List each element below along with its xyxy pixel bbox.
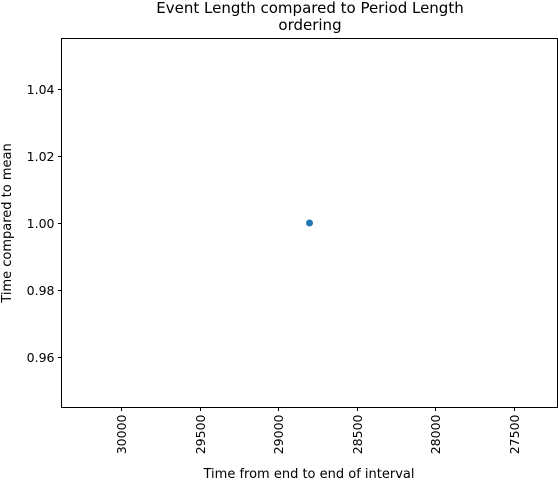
x-tick-label: 28000 (428, 414, 443, 454)
x-tick-label: 29500 (193, 414, 208, 454)
x-axis-label: Time from end to end of interval (203, 467, 415, 482)
x-tick-label: 29000 (271, 414, 286, 454)
y-tick-label: 1.02 (27, 149, 55, 164)
y-tick-label: 0.98 (27, 283, 55, 298)
y-axis: 0.96 0.98 1.00 1.02 1.04 (27, 82, 62, 365)
y-tick-label: 1.00 (27, 216, 55, 231)
x-tick-label: 30000 (114, 414, 129, 454)
chart-title: Event Length compared to Period Length o… (156, 0, 463, 34)
y-tick-label: 0.96 (27, 350, 55, 365)
x-tick-label: 27500 (507, 414, 522, 454)
scatter-point (306, 219, 313, 227)
y-tick-label: 1.04 (27, 82, 55, 97)
y-axis-label: Time compared to mean (0, 143, 15, 303)
scatter-points (306, 219, 313, 227)
x-tick-label: 28500 (350, 414, 365, 454)
chart-title-line-1: Event Length compared to Period Length (156, 0, 463, 17)
chart-title-line-2: ordering (278, 16, 341, 34)
x-axis: 30000 29500 29000 28500 28000 27500 (114, 407, 522, 454)
